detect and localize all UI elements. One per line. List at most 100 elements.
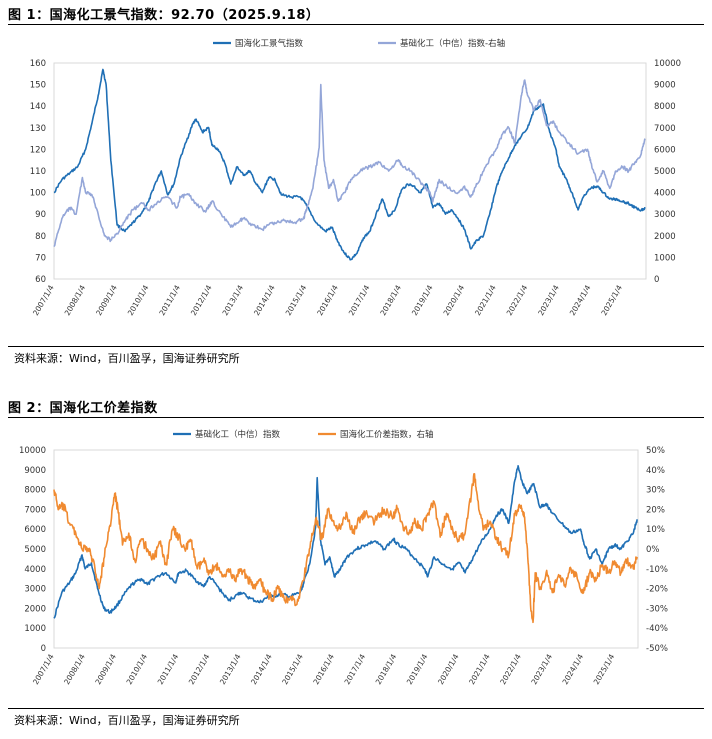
chart1-right-tick-label: 6000 <box>654 145 676 155</box>
chart2-x-tick-label: 2024/1/4 <box>561 652 586 686</box>
chart2-left-tick-label: 8000 <box>24 486 46 496</box>
chart1-series-line-2 <box>53 79 646 247</box>
chart1-x-tick-label: 2018/1/4 <box>378 283 403 317</box>
chart2-left-tick-label: 2000 <box>24 604 46 614</box>
chart2-x-tick-label: 2025/1/4 <box>592 652 617 686</box>
chart2-left-tick-label: 1000 <box>24 624 46 634</box>
chart2-right-tick-label: -20% <box>646 585 668 595</box>
figure1-title: 图 1：国海化工景气指数：92.70（2025.9.18） <box>8 8 320 23</box>
chart2-x-tick-label: 2014/1/4 <box>249 652 274 686</box>
chart1-x-tick-label: 2008/1/4 <box>63 283 88 317</box>
chart2-x-tick-label: 2012/1/4 <box>187 652 212 686</box>
chart2-right-tick-label: 50% <box>646 446 665 456</box>
chart1-x-tick-label: 2019/1/4 <box>410 283 435 317</box>
chart2-legend-label-1: 基础化工（中信）指数 <box>195 429 281 440</box>
chart2-left-tick-label: 9000 <box>24 466 46 476</box>
figure1-bottom-rule <box>8 346 704 347</box>
chart1-left-tick-label: 60 <box>35 275 46 285</box>
chart2-right-tick-label: -40% <box>646 624 668 634</box>
chart1-x-tick-label: 2007/1/4 <box>31 283 56 317</box>
chart2-x-tick-label: 2018/1/4 <box>374 652 399 686</box>
chart2-right-tick-label: 0% <box>646 545 660 555</box>
chart1-left-tick-label: 120 <box>30 145 46 155</box>
chart2-right-tick-label: -50% <box>646 644 668 654</box>
chart2-x-tick-label: 2021/1/4 <box>467 652 492 686</box>
chart2-left-tick-label: 5000 <box>24 545 46 555</box>
chart2-left-tick-label: 7000 <box>24 505 46 515</box>
chart2-left-tick-label: 0 <box>41 644 46 654</box>
chart1-x-tick-label: 2025/1/4 <box>599 283 624 317</box>
figure2-source: 资料来源：Wind，百川盈孚，国海证券研究所 <box>14 714 240 727</box>
figure2-top-rule <box>8 417 704 418</box>
figure2-bottom-rule <box>8 708 704 709</box>
chart1-x-tick-label: 2015/1/4 <box>284 283 309 317</box>
chart2-x-tick-label: 2017/1/4 <box>343 652 368 686</box>
chart2-x-tick-label: 2010/1/4 <box>125 652 150 686</box>
figure2-title: 图 2：国海化工价差指数 <box>8 401 158 416</box>
chart1-plot-frame <box>53 62 647 280</box>
chart1-x-tick-label: 2012/1/4 <box>189 283 214 317</box>
chart2-right-tick-label: 40% <box>646 466 665 476</box>
chart1-x-tick-label: 2011/1/4 <box>157 283 182 317</box>
chart1-x-tick-label: 2016/1/4 <box>315 283 340 317</box>
chart1-series-line-1 <box>53 68 646 261</box>
chart2-left-tick-label: 3000 <box>24 585 46 595</box>
chart2-left-tick-label: 10000 <box>19 446 46 456</box>
chart2-x-tick-label: 2020/1/4 <box>436 652 461 686</box>
figure1-top-rule <box>8 24 704 25</box>
chart1-x-tick-label: 2009/1/4 <box>94 283 119 317</box>
chart1-x-tick-label: 2024/1/4 <box>568 283 593 317</box>
chart1-left-tick-label: 160 <box>30 59 46 69</box>
chart2-right-tick-label: -30% <box>646 604 668 614</box>
chart1-left-tick-label: 130 <box>30 124 46 134</box>
chart2-x-tick-label: 2023/1/4 <box>529 652 554 686</box>
chart2-left-tick-label: 6000 <box>24 525 46 535</box>
chart1-left-tick-label: 90 <box>35 210 46 220</box>
chart1-legend-label-1: 国海化工景气指数 <box>235 38 304 49</box>
chart1-x-tick-label: 2013/1/4 <box>221 283 246 317</box>
figure1-source: 资料来源：Wind，百川盈孚，国海证券研究所 <box>14 352 240 365</box>
chart2-x-tick-label: 2007/1/4 <box>31 652 56 686</box>
figure1-chart: 60 70 80 90 100 110 120 130 140 150 160 0 1000 2000 30… <box>30 38 681 317</box>
chart1-x-tick-label: 2010/1/4 <box>126 283 151 317</box>
chart1-right-tick-label: 9000 <box>654 81 676 91</box>
chart2-x-tick-label: 2011/1/4 <box>156 652 181 686</box>
chart1-left-tick-label: 110 <box>30 167 46 177</box>
chart1-x-tick-label: 2020/1/4 <box>442 283 467 317</box>
chart2-x-tick-label: 2019/1/4 <box>405 652 430 686</box>
chart2-plot-frame <box>53 449 639 649</box>
chart1-right-tick-label: 2000 <box>654 232 676 242</box>
chart1-x-tick-label: 2017/1/4 <box>347 283 372 317</box>
chart1-right-tick-label: 5000 <box>654 167 676 177</box>
chart2-x-tick-label: 2008/1/4 <box>62 652 87 686</box>
chart1-left-tick-label: 140 <box>30 102 46 112</box>
chart2-x-tick-label: 2013/1/4 <box>218 652 243 686</box>
chart2-series-line-1 <box>53 464 638 619</box>
chart1-right-tick-label: 0 <box>654 275 659 285</box>
chart1-x-tick-label: 2022/1/4 <box>505 283 530 317</box>
chart1-x-tick-label: 2023/1/4 <box>536 283 561 317</box>
chart2-x-tick-label: 2015/1/4 <box>280 652 305 686</box>
chart1-right-tick-label: 1000 <box>654 253 676 263</box>
chart1-right-tick-label: 4000 <box>654 189 676 199</box>
chart1-left-tick-label: 100 <box>30 189 46 199</box>
chart1-left-tick-label: 70 <box>35 253 46 263</box>
chart1-right-tick-label: 3000 <box>654 210 676 220</box>
chart2-right-tick-label: -10% <box>646 565 668 575</box>
chart2-series-line-2 <box>53 472 638 624</box>
figure2-chart: 0 1000 2000 3000 4000 5000 6000 7000 8000 9000 100… <box>19 429 668 686</box>
chart1-right-tick-label: 10000 <box>654 59 681 69</box>
chart2-legend-label-2: 国海化工价差指数，右轴 <box>340 429 434 440</box>
chart2-x-tick-label: 2022/1/4 <box>498 652 523 686</box>
chart1-right-tick-label: 7000 <box>654 124 676 134</box>
chart2-right-tick-label: 10% <box>646 525 665 535</box>
chart1-x-tick-label: 2021/1/4 <box>473 283 498 317</box>
chart1-x-tick-label: 2014/1/4 <box>252 283 277 317</box>
chart2-right-tick-label: 30% <box>646 486 665 496</box>
chart2-x-tick-label: 2009/1/4 <box>93 652 118 686</box>
chart1-right-tick-label: 8000 <box>654 102 676 112</box>
chart1-legend-label-2: 基础化工（中信）指数-右轴 <box>400 38 505 49</box>
chart2-left-tick-label: 4000 <box>24 565 46 575</box>
chart1-left-tick-label: 80 <box>35 232 46 242</box>
chart2-right-tick-label: 20% <box>646 505 665 515</box>
